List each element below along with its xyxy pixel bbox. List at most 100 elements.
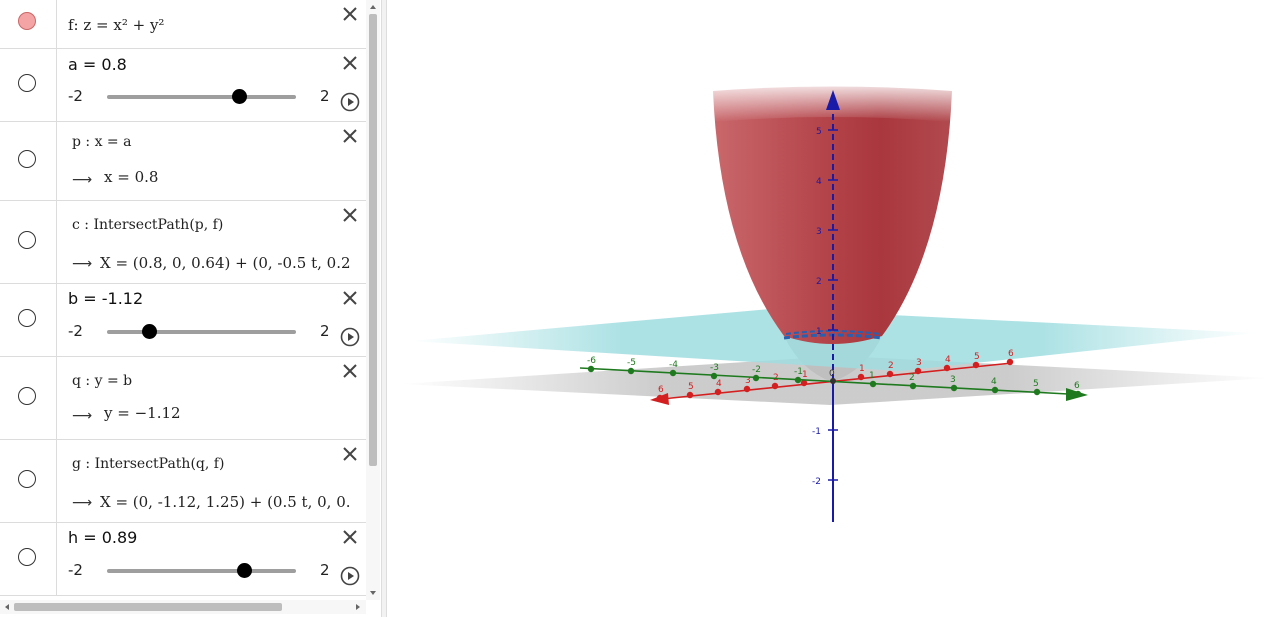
x-tick-dot (800, 379, 808, 387)
y-tick-dot (991, 386, 999, 394)
visibility-toggle-q[interactable] (18, 387, 36, 405)
x-tick-label: 4 (945, 355, 951, 365)
close-icon[interactable] (340, 126, 360, 146)
y-tick-label: -2 (752, 365, 761, 375)
definition-p[interactable]: p : x = a (72, 134, 132, 150)
y-tick-dot (909, 382, 917, 390)
slider-b-label[interactable]: b = -1.12 (68, 289, 144, 308)
play-icon[interactable] (340, 566, 360, 586)
definition-c[interactable]: c : IntersectPath(p, f) (72, 217, 224, 233)
x-tick-dot (743, 385, 751, 393)
x-tick-dot (914, 367, 922, 375)
x-tick-dot (1006, 358, 1014, 366)
y-tick-label: -4 (669, 360, 678, 370)
x-axis-ticks: 654321123456 (656, 349, 1014, 402)
visibility-toggle-c[interactable] (18, 231, 36, 249)
close-icon[interactable] (340, 288, 360, 308)
algebra-row-q[interactable]: q : y = b ⟶ y = −1.12 (0, 357, 366, 440)
y-tick-dot (794, 376, 802, 384)
algebra-row-a[interactable]: a = 0.8 -2 2 (0, 49, 366, 122)
result-arrow: ⟶ (72, 408, 93, 424)
vertical-scroll-thumb[interactable] (369, 14, 377, 466)
y-tick-dot (669, 369, 677, 377)
play-icon[interactable] (340, 327, 360, 347)
marble-cell (0, 284, 57, 356)
close-icon[interactable] (340, 444, 360, 464)
x-tick-dot (656, 394, 664, 402)
view-divider[interactable] (381, 0, 387, 617)
algebra-row-f[interactable]: f: z = x² + y² (0, 0, 366, 49)
z-tick-label: 1 (816, 327, 822, 337)
scroll-right-icon[interactable] (353, 602, 363, 612)
x-tick-dot (686, 391, 694, 399)
scroll-left-icon[interactable] (2, 602, 12, 612)
z-tick-label: 2 (816, 277, 822, 287)
x-tick-label: 4 (716, 379, 722, 389)
intersection-curve-2[interactable] (785, 330, 881, 335)
slider-h-label[interactable]: h = 0.89 (68, 528, 138, 547)
definition-q[interactable]: q : y = b (72, 373, 133, 389)
slider-h-knob[interactable] (236, 563, 252, 578)
definition-g[interactable]: g : IntersectPath(q, f) (72, 456, 225, 472)
marble-cell (0, 49, 57, 121)
visibility-toggle-f[interactable] (18, 12, 36, 30)
function-f-text[interactable]: f: z = x² + y² (68, 16, 165, 34)
y-tick-label: -3 (710, 363, 719, 373)
visibility-toggle-b[interactable] (18, 309, 36, 327)
y-tick-dot (869, 380, 877, 388)
slider-h-track[interactable] (107, 563, 296, 578)
visibility-toggle-p[interactable] (18, 150, 36, 168)
slider-b-max: 2 (320, 322, 330, 340)
visibility-toggle-a[interactable] (18, 74, 36, 92)
y-tick-label: -5 (627, 358, 636, 368)
y-tick-dot (1074, 390, 1082, 398)
y-tick-dot (710, 372, 718, 380)
y-tick-label: -1 (794, 367, 803, 377)
origin-point[interactable] (830, 378, 836, 384)
marble-cell (0, 523, 57, 595)
x-tick-label: 5 (688, 382, 694, 392)
y-tick-label: 6 (1074, 381, 1080, 391)
algebra-row-h[interactable]: h = 0.89 -2 2 (0, 523, 366, 596)
result-arrow: ⟶ (72, 495, 93, 511)
x-tick-label: 1 (859, 364, 865, 374)
y-tick-dot (752, 374, 760, 382)
scroll-down-icon[interactable] (368, 588, 378, 598)
close-icon[interactable] (340, 4, 360, 24)
scroll-up-icon[interactable] (368, 2, 378, 12)
horizontal-scroll-thumb[interactable] (14, 603, 282, 611)
slider-a-label[interactable]: a = 0.8 (68, 55, 127, 74)
slider-a-knob[interactable] (232, 89, 248, 104)
slider-a-min: -2 (68, 87, 83, 105)
result-c: X = (0.8, 0, 0.64) + (0, -0.5 t, 0.2 (100, 254, 351, 272)
y-tick-dot (627, 367, 635, 375)
y-tick-label: 1 (869, 371, 875, 381)
algebra-view: f: z = x² + y² a = 0.8 -2 2 p : x = a ⟶ … (0, 0, 381, 617)
close-icon[interactable] (340, 527, 360, 547)
y-tick-dot (950, 384, 958, 392)
y-tick-label: 4 (991, 377, 997, 387)
slider-b-track[interactable] (107, 324, 296, 339)
algebra-row-c[interactable]: c : IntersectPath(p, f) ⟶ X = (0.8, 0, 0… (0, 201, 366, 284)
algebra-row-g[interactable]: g : IntersectPath(q, f) ⟶ X = (0, -1.12,… (0, 440, 366, 523)
algebra-row-p[interactable]: p : x = a ⟶ x = 0.8 (0, 122, 366, 201)
visibility-toggle-h[interactable] (18, 548, 36, 566)
close-icon[interactable] (340, 361, 360, 381)
algebra-row-b[interactable]: b = -1.12 -2 2 (0, 284, 366, 357)
x-tick-label: 6 (658, 385, 664, 395)
x-tick-label: 2 (888, 361, 894, 371)
slider-h-min: -2 (68, 561, 83, 579)
slider-b-knob[interactable] (141, 324, 157, 339)
close-icon[interactable] (340, 205, 360, 225)
close-icon[interactable] (340, 53, 360, 73)
origin-label: 0 (829, 369, 835, 379)
play-icon[interactable] (340, 92, 360, 112)
x-tick-dot (972, 361, 980, 369)
slider-a-track[interactable] (107, 89, 296, 104)
y-tick-label: 3 (950, 375, 956, 385)
visibility-toggle-g[interactable] (18, 470, 36, 488)
marble-cell (0, 201, 57, 283)
x-tick-label: 1 (802, 370, 808, 380)
marble-cell (0, 357, 57, 439)
